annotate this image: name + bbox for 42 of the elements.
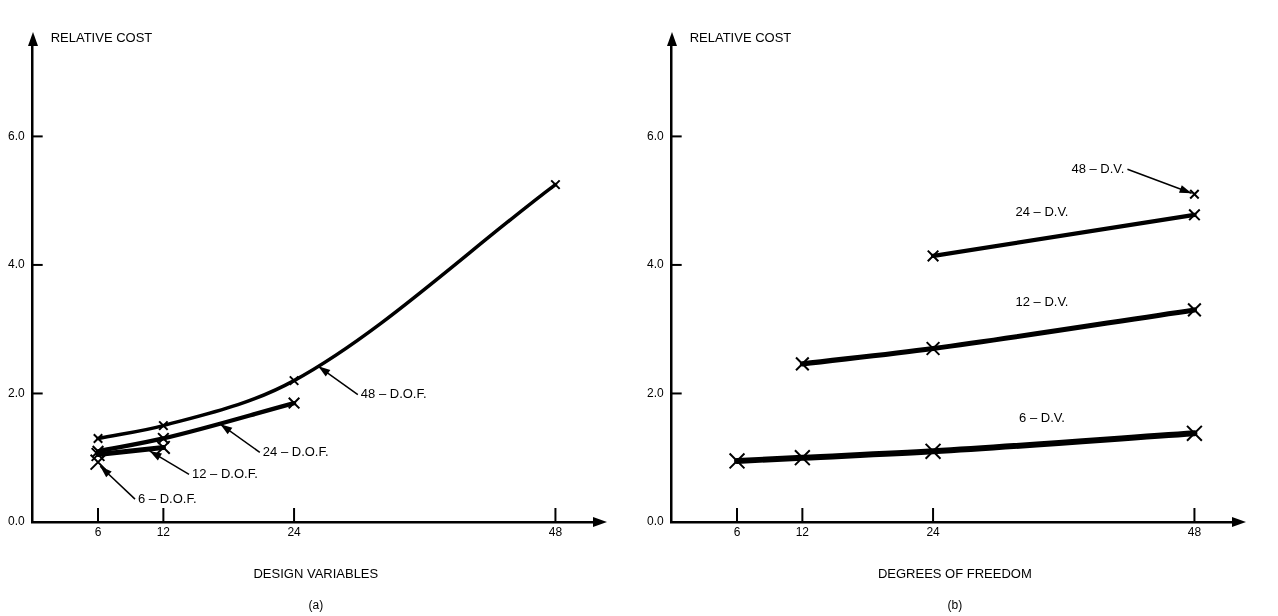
y-tick-label: 6.0 <box>7 128 25 143</box>
point <box>1188 208 1201 222</box>
x-tick-label: 12 <box>156 524 171 539</box>
point <box>795 356 810 372</box>
y-tick-label: 4.0 <box>7 257 25 272</box>
x-axis-title: DEGREES OF FREEDOM <box>877 565 1032 581</box>
x-axis-title: DESIGN VARIABLES <box>253 565 379 581</box>
point <box>925 341 941 356</box>
y-tick-label: 2.0 <box>7 385 25 400</box>
y-axis-title: RELATIVE COST <box>50 29 153 45</box>
annotation: 48 – D.O.F. <box>360 386 427 402</box>
point <box>793 449 811 467</box>
y-tick-label: 0.0 <box>7 514 25 529</box>
text: (b) <box>947 598 963 613</box>
x-tick-label: 24 <box>287 524 302 539</box>
annotation: 24 – D.V. <box>1015 204 1069 220</box>
point <box>1187 302 1202 318</box>
x-tick-label: 48 <box>1187 524 1202 539</box>
point <box>288 375 300 386</box>
y-tick-label: 4.0 <box>646 257 664 272</box>
x-tick-label: 6 <box>94 524 102 539</box>
x-tick-label: 48 <box>548 524 563 539</box>
annotation: 6 – D.O.F. <box>138 490 197 506</box>
annotation: 48 – D.V. <box>1071 160 1125 176</box>
annotation: 24 – D.O.F. <box>262 443 329 459</box>
point <box>924 442 942 460</box>
text: (a) <box>308 598 324 613</box>
x-tick-label: 24 <box>926 524 941 539</box>
annotation: 12 – D.V. <box>1015 293 1069 309</box>
x-tick-label: 6 <box>733 524 741 539</box>
x-tick-label: 12 <box>795 524 810 539</box>
point <box>287 396 301 410</box>
annotation: 12 – D.O.F. <box>192 465 258 481</box>
point <box>550 179 561 190</box>
point <box>926 249 940 263</box>
y-tick-label: 6.0 <box>646 128 664 143</box>
y-tick-label: 2.0 <box>646 385 664 400</box>
point <box>728 452 746 470</box>
point <box>1186 424 1203 442</box>
y-tick-label: 0.0 <box>646 514 664 529</box>
annotation: 6 – D.V. <box>1019 409 1065 425</box>
y-axis-title: RELATIVE COST <box>689 29 792 45</box>
